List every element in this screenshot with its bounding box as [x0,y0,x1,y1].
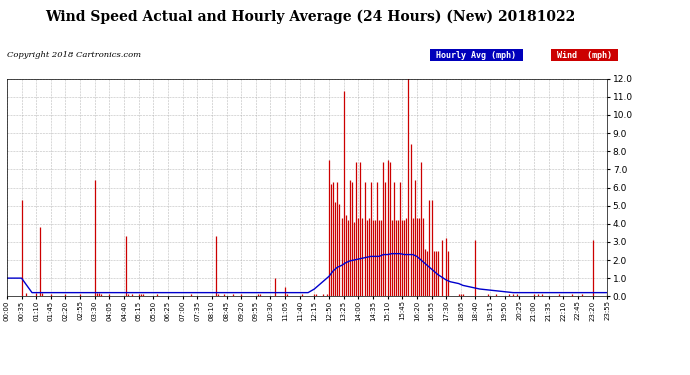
Text: Hourly Avg (mph): Hourly Avg (mph) [431,51,521,60]
Text: Wind Speed Actual and Hourly Average (24 Hours) (New) 20181022: Wind Speed Actual and Hourly Average (24… [46,9,575,24]
Text: Wind  (mph): Wind (mph) [552,51,617,60]
Text: Copyright 2018 Cartronics.com: Copyright 2018 Cartronics.com [7,51,141,58]
